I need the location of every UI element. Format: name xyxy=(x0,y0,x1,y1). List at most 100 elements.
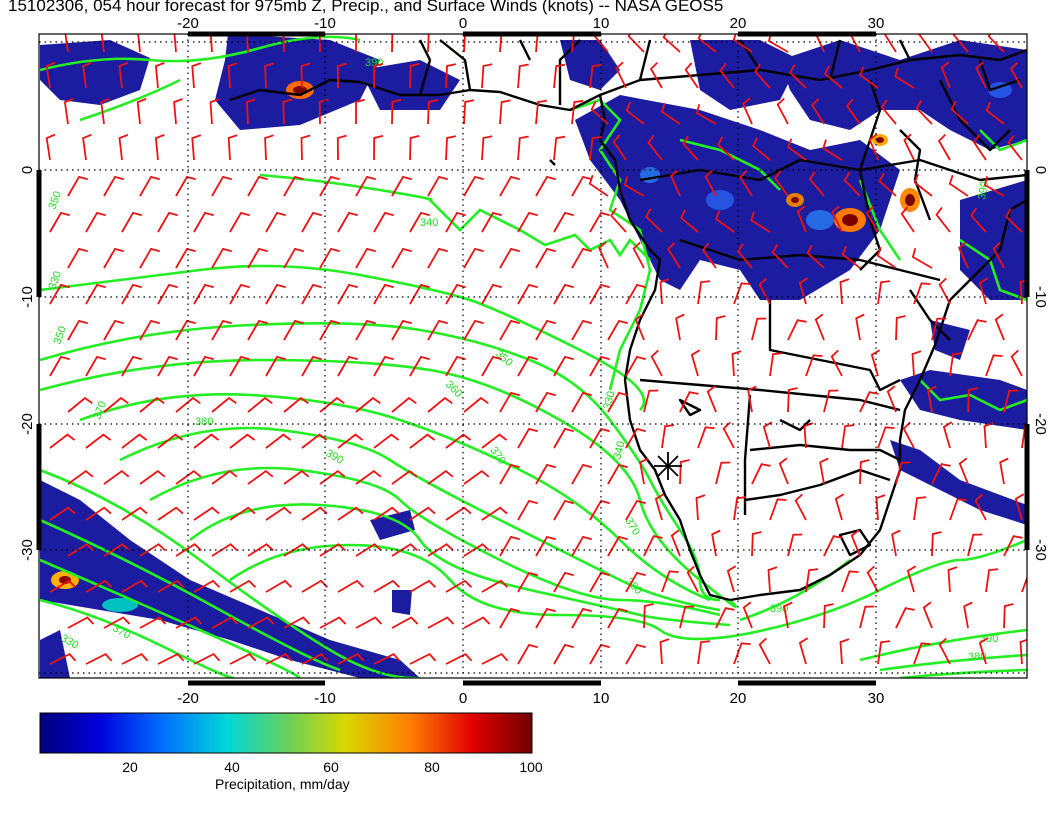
wind-barb xyxy=(481,579,509,593)
wind-barb xyxy=(670,169,681,197)
wind-barb xyxy=(265,652,293,665)
wind-barb xyxy=(715,315,726,341)
wind-barb xyxy=(589,355,610,377)
wind-barb xyxy=(139,616,167,629)
wind-barb xyxy=(660,102,681,125)
wind-barb xyxy=(805,568,819,593)
wind-barb xyxy=(697,426,715,449)
wind-barb xyxy=(49,433,76,449)
wind-barb xyxy=(711,529,721,557)
wind-barb xyxy=(733,642,751,665)
wind-barb xyxy=(282,98,293,125)
wind-barb xyxy=(535,175,556,197)
wind-barb xyxy=(886,385,897,413)
wind-barb xyxy=(598,241,609,269)
wind-barb xyxy=(517,135,529,161)
wind-barb xyxy=(1007,134,1023,161)
station-marker-asterisk xyxy=(654,452,682,480)
wind-barb xyxy=(517,643,538,665)
wind-barb xyxy=(517,211,538,233)
wind-barb xyxy=(193,579,221,593)
wind-barb xyxy=(409,63,420,89)
wind-barb xyxy=(911,248,933,269)
wind-barb xyxy=(265,433,292,449)
wind-barb xyxy=(67,469,94,485)
wind-barb xyxy=(1019,638,1027,665)
svg-text:380: 380 xyxy=(968,651,986,663)
wind-barb xyxy=(894,67,915,89)
colorbar-tick: 80 xyxy=(424,759,440,775)
wind-barb xyxy=(870,349,881,377)
wind-barb xyxy=(67,396,93,413)
wind-barb xyxy=(553,643,574,665)
wind-barb xyxy=(319,396,345,413)
wind-barb xyxy=(463,616,491,629)
wind-barb xyxy=(972,134,987,161)
wind-barb xyxy=(942,421,953,449)
wind-barb xyxy=(975,61,987,89)
wind-barb xyxy=(85,579,113,593)
wind-barb xyxy=(553,355,574,377)
wind-barb xyxy=(265,355,286,377)
wind-barb xyxy=(118,133,129,161)
wind-barb xyxy=(679,391,699,413)
wind-barb xyxy=(121,433,148,449)
wind-barb xyxy=(571,391,592,413)
wind-barb xyxy=(265,211,286,233)
wind-barb xyxy=(373,506,400,521)
wind-barb xyxy=(337,433,364,449)
svg-text:330: 330 xyxy=(601,390,617,411)
wind-barb xyxy=(670,529,681,557)
wind-barb xyxy=(739,170,753,197)
wind-barb xyxy=(706,385,717,413)
wind-barb xyxy=(45,61,56,89)
wind-barb xyxy=(947,566,958,593)
svg-text:340: 340 xyxy=(611,440,627,461)
wind-barb xyxy=(571,607,592,629)
svg-text:390: 390 xyxy=(365,57,383,69)
wind-barb xyxy=(49,355,70,377)
wind-barb xyxy=(675,313,685,341)
wind-barb xyxy=(337,355,358,377)
wind-barb xyxy=(769,352,783,377)
wind-barb xyxy=(841,570,859,593)
wind-barb xyxy=(409,506,436,521)
wind-barb xyxy=(154,62,165,89)
wind-barb xyxy=(949,498,967,521)
wind-barb xyxy=(978,277,989,305)
wind-barb xyxy=(445,135,456,161)
wind-barb xyxy=(931,317,947,341)
wind-barb xyxy=(859,66,879,89)
wind-barb xyxy=(154,134,165,161)
wind-barb xyxy=(373,283,394,305)
svg-text:-20: -20 xyxy=(19,413,36,435)
svg-text:30: 30 xyxy=(868,15,885,32)
wind-barb xyxy=(211,247,232,269)
colorbar-tick: 40 xyxy=(224,759,240,775)
wind-barb xyxy=(103,396,129,413)
wind-barb xyxy=(463,319,484,341)
wind-barb xyxy=(751,317,767,341)
wind-barb xyxy=(815,34,825,53)
wind-barb xyxy=(409,652,437,665)
wind-barb xyxy=(927,385,937,413)
wind-barb xyxy=(796,205,807,233)
wind-barb xyxy=(118,61,129,89)
wind-barb xyxy=(731,350,742,377)
wind-barb xyxy=(589,499,610,521)
wind-barb xyxy=(1005,208,1023,233)
wind-barb xyxy=(650,349,663,377)
wind-barb xyxy=(229,211,250,233)
wind-barb xyxy=(787,319,807,341)
wind-barb xyxy=(301,355,322,377)
wind-barb xyxy=(679,459,690,485)
wind-barb xyxy=(481,135,493,161)
wind-barb xyxy=(103,469,130,485)
wind-barb xyxy=(175,616,203,629)
wind-barb xyxy=(463,99,475,125)
wind-barb xyxy=(157,283,178,305)
wind-barb xyxy=(283,469,310,485)
wind-barb xyxy=(264,62,274,89)
wind-barb xyxy=(992,241,1005,269)
wind-barb xyxy=(481,355,502,377)
